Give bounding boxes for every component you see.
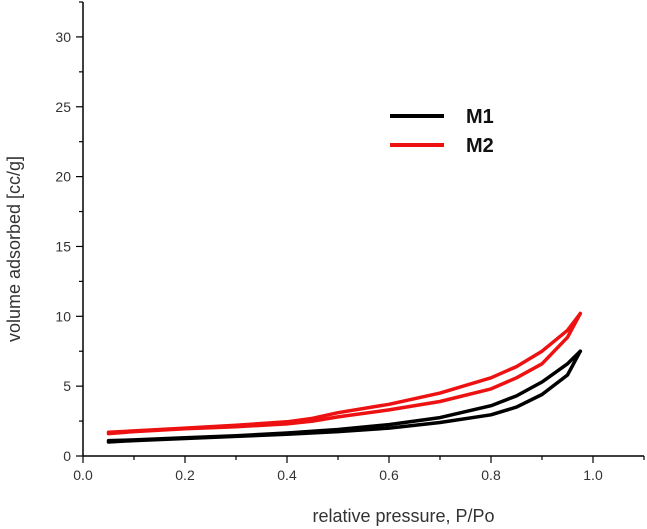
y-tick-label: 20 bbox=[55, 169, 71, 185]
legend-label-M2: M2 bbox=[466, 135, 494, 157]
y-axis-title: volume adsorbed [cc/g] bbox=[4, 156, 24, 342]
series-M2 bbox=[106, 311, 583, 436]
x-tick-label: 0.4 bbox=[277, 467, 297, 483]
x-tick-label: 0.6 bbox=[379, 467, 399, 483]
x-tick-label: 0.0 bbox=[73, 467, 93, 483]
y-tick-label: 10 bbox=[55, 308, 71, 324]
series-line-M2-adsorption bbox=[106, 311, 583, 436]
x-tick-label: 0.2 bbox=[175, 467, 195, 483]
y-tick-label: 15 bbox=[55, 238, 71, 254]
series-line-M1-desorption bbox=[106, 349, 583, 443]
series-layer bbox=[106, 311, 583, 444]
y-tick-label: 0 bbox=[63, 448, 71, 464]
x-tick-label: 1.0 bbox=[583, 467, 603, 483]
legend-label-M1: M1 bbox=[466, 106, 494, 128]
x-tick-label: 0.8 bbox=[481, 467, 501, 483]
series-line-M2-desorption bbox=[106, 311, 583, 435]
y-tick-label: 5 bbox=[63, 378, 71, 394]
x-axis-title: relative pressure, P/Po bbox=[312, 506, 494, 526]
ticks: 0.0 0.2 0.4 0.6 0.8 1.0 0 5 10 15 20 25 30 bbox=[55, 1, 645, 483]
series-M1 bbox=[106, 349, 583, 444]
y-tick-label: 30 bbox=[55, 29, 71, 45]
y-tick-label: 25 bbox=[55, 99, 71, 115]
axes bbox=[82, 2, 644, 457]
